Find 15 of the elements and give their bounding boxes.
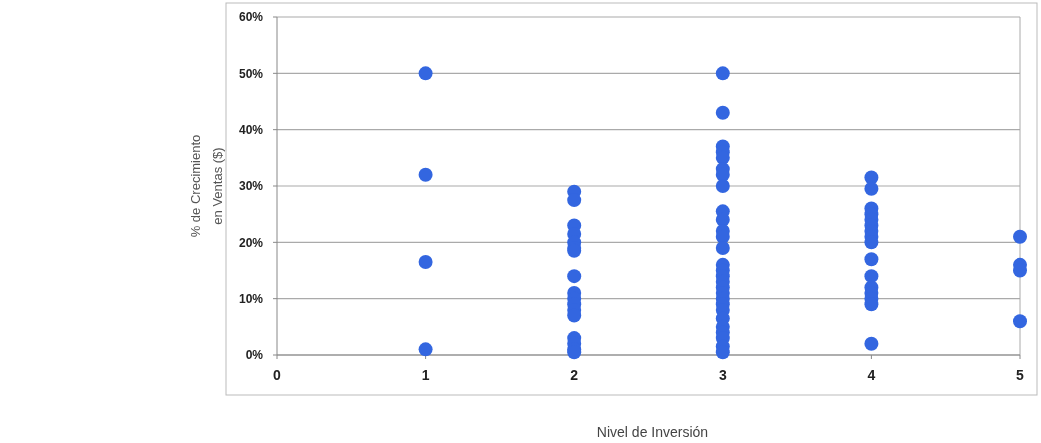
- y-axis-title: % de Crecimiento en Ventas ($): [188, 134, 225, 238]
- x-tick-label: 4: [867, 367, 876, 383]
- x-axis-title: Nivel de Inversión: [596, 424, 709, 440]
- y-tick-label: 0%: [245, 348, 264, 363]
- x-tick-label: 1: [421, 367, 430, 383]
- y-tick-label: 60%: [238, 10, 264, 25]
- x-tick-label: 5: [1016, 367, 1025, 383]
- y-tick-label: 50%: [238, 66, 264, 81]
- y-tick-label: 40%: [238, 122, 264, 137]
- y-tick-label: 20%: [238, 235, 264, 250]
- x-tick-label: 0: [273, 367, 282, 383]
- x-tick-label: 3: [718, 367, 727, 383]
- x-tick-label: 2: [570, 367, 579, 383]
- y-tick-label: 30%: [238, 179, 264, 194]
- y-tick-label: 10%: [238, 291, 264, 306]
